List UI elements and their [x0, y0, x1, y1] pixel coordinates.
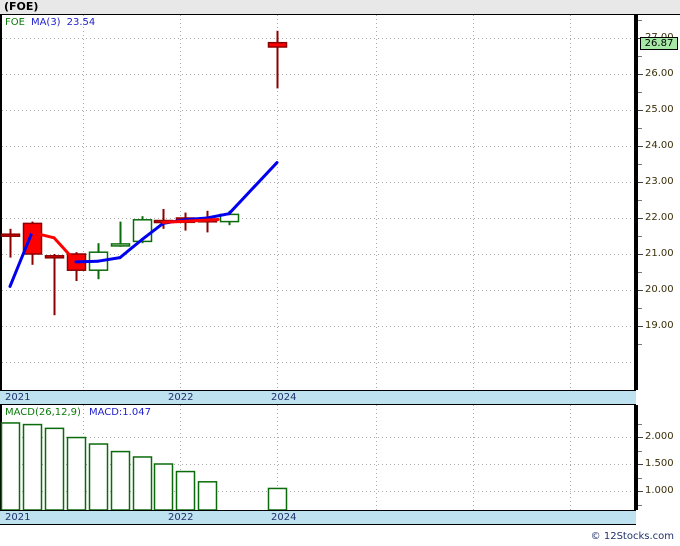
macd-axis-rule	[636, 405, 638, 510]
date-axis-label: 2022	[168, 392, 194, 403]
macd-axis-label: 2.000	[645, 431, 674, 442]
price-axis-minor-tick	[638, 56, 642, 57]
date-axis-label: 2024	[271, 392, 297, 403]
price-axis-minor-tick	[638, 128, 642, 129]
site-credit: © 12Stocks.com	[590, 531, 674, 542]
price-axis-label: 19.00	[645, 320, 674, 331]
macd-axis-minor-tick	[638, 450, 642, 452]
price-axis-label: 24.00	[645, 140, 674, 151]
legend-symbol: FOE	[5, 17, 25, 28]
price-axis: 27.0026.0025.0024.0023.0022.0021.0020.00…	[636, 15, 680, 390]
window-titlebar: (FOE)	[0, 0, 680, 15]
price-axis-label: 25.00	[645, 104, 674, 115]
macd-legend-value: MACD:1.047	[88, 407, 151, 418]
macd-axis: 2.000 1.500 1.000	[636, 405, 680, 510]
macd-plot-area[interactable]	[0, 405, 636, 510]
footer: © 12Stocks.com	[0, 529, 680, 546]
price-plot-area[interactable]	[0, 15, 636, 390]
price-chart-panel[interactable]: FOE MA(3) 23.54	[0, 15, 680, 390]
macd-axis-tick	[638, 491, 643, 492]
date-axis-label: 2022	[168, 512, 194, 523]
price-axis-minor-tick	[638, 272, 642, 273]
price-axis-minor-tick	[638, 92, 642, 93]
legend-ma-label: MA(3)	[30, 17, 61, 28]
price-axis-tick	[638, 290, 643, 291]
price-axis-label: 23.00	[645, 176, 674, 187]
price-axis-minor-tick	[638, 164, 642, 165]
date-axis-label: 2021	[5, 512, 31, 523]
macd-chart-panel[interactable]: MACD(26,12,9) MACD:1.047 2.000 1.500 1.000	[0, 405, 680, 510]
macd-axis-minor-tick	[638, 504, 642, 506]
price-axis-label: 20.00	[645, 284, 674, 295]
macd-legend-name: MACD(26,12,9)	[5, 407, 81, 418]
last-price-badge: 26.87	[640, 36, 678, 50]
price-axis-minor-tick	[638, 236, 642, 237]
price-axis-label: 22.00	[645, 212, 674, 223]
date-axis-price-spacer	[636, 390, 680, 405]
price-axis-minor-tick	[638, 200, 642, 201]
macd-axis-label: 1.000	[645, 485, 674, 496]
price-axis-tick	[638, 326, 643, 327]
price-legend: FOE MA(3) 23.54	[5, 17, 95, 29]
price-axis-minor-tick	[638, 20, 642, 21]
date-axis-label: 2021	[5, 392, 31, 403]
price-axis-tick	[638, 74, 643, 75]
price-axis-tick	[638, 182, 643, 183]
price-axis-rule	[636, 15, 638, 390]
price-axis-tick	[638, 218, 643, 219]
macd-axis-minor-tick	[638, 423, 642, 425]
date-axis-label: 2024	[271, 512, 297, 523]
price-axis-label: 21.00	[645, 248, 674, 259]
price-axis-minor-tick	[638, 344, 642, 345]
page-title: (FOE)	[4, 0, 39, 13]
price-axis-tick	[638, 254, 643, 255]
price-axis-minor-tick	[638, 308, 642, 309]
date-axis-macd: 2021 2022 2024	[0, 510, 636, 525]
date-axis-macd-spacer	[636, 510, 680, 525]
macd-axis-label: 1.500	[645, 458, 674, 469]
date-axis-price: 2021 2022 2024	[0, 390, 636, 405]
macd-legend: MACD(26,12,9) MACD:1.047	[5, 407, 151, 419]
price-axis-tick	[638, 110, 643, 111]
legend-ma-value: 23.54	[66, 17, 96, 28]
macd-axis-tick	[638, 437, 643, 438]
price-axis-tick	[638, 146, 643, 147]
price-plot-frame	[0, 15, 636, 390]
macd-axis-tick	[638, 464, 643, 465]
macd-axis-minor-tick	[638, 477, 642, 479]
price-axis-label: 26.00	[645, 68, 674, 79]
